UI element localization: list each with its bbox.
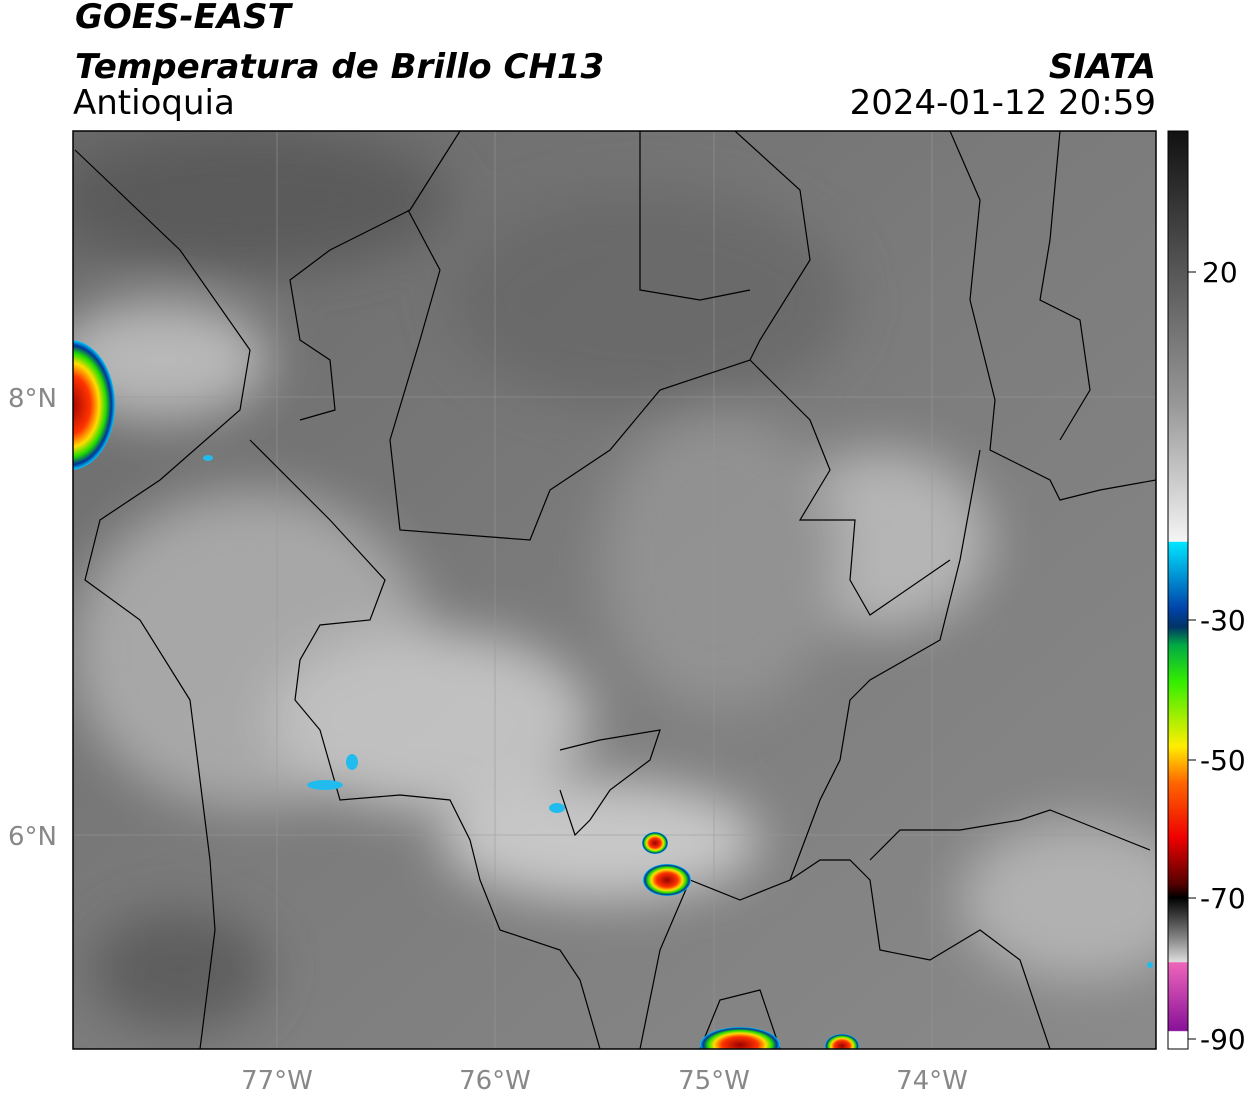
subtitle: Temperatura de Brillo CH13 <box>75 47 604 87</box>
region: Antioquia <box>73 83 235 123</box>
datetime: 2024-01-12 20:59 <box>850 83 1156 123</box>
colorbar-label: -70 <box>1200 882 1246 915</box>
colorbar-label: 20 <box>1202 256 1238 289</box>
lon-label: 75°W <box>678 1066 750 1096</box>
map <box>73 131 1156 1049</box>
map-frame <box>72 130 1157 1050</box>
lat-label: 8°N <box>8 384 57 414</box>
lon-label: 77°W <box>241 1066 313 1096</box>
colorbar-label: -50 <box>1200 744 1246 777</box>
colorbar-label: -30 <box>1200 604 1246 637</box>
lon-label: 74°W <box>896 1066 968 1096</box>
title: GOES-EAST <box>75 0 294 37</box>
lon-label: 76°W <box>459 1066 531 1096</box>
source: SIATA <box>1049 47 1156 87</box>
colorbar <box>1167 130 1189 1050</box>
lat-label: 6°N <box>8 822 57 852</box>
colorbar-label: -90 <box>1200 1023 1246 1056</box>
